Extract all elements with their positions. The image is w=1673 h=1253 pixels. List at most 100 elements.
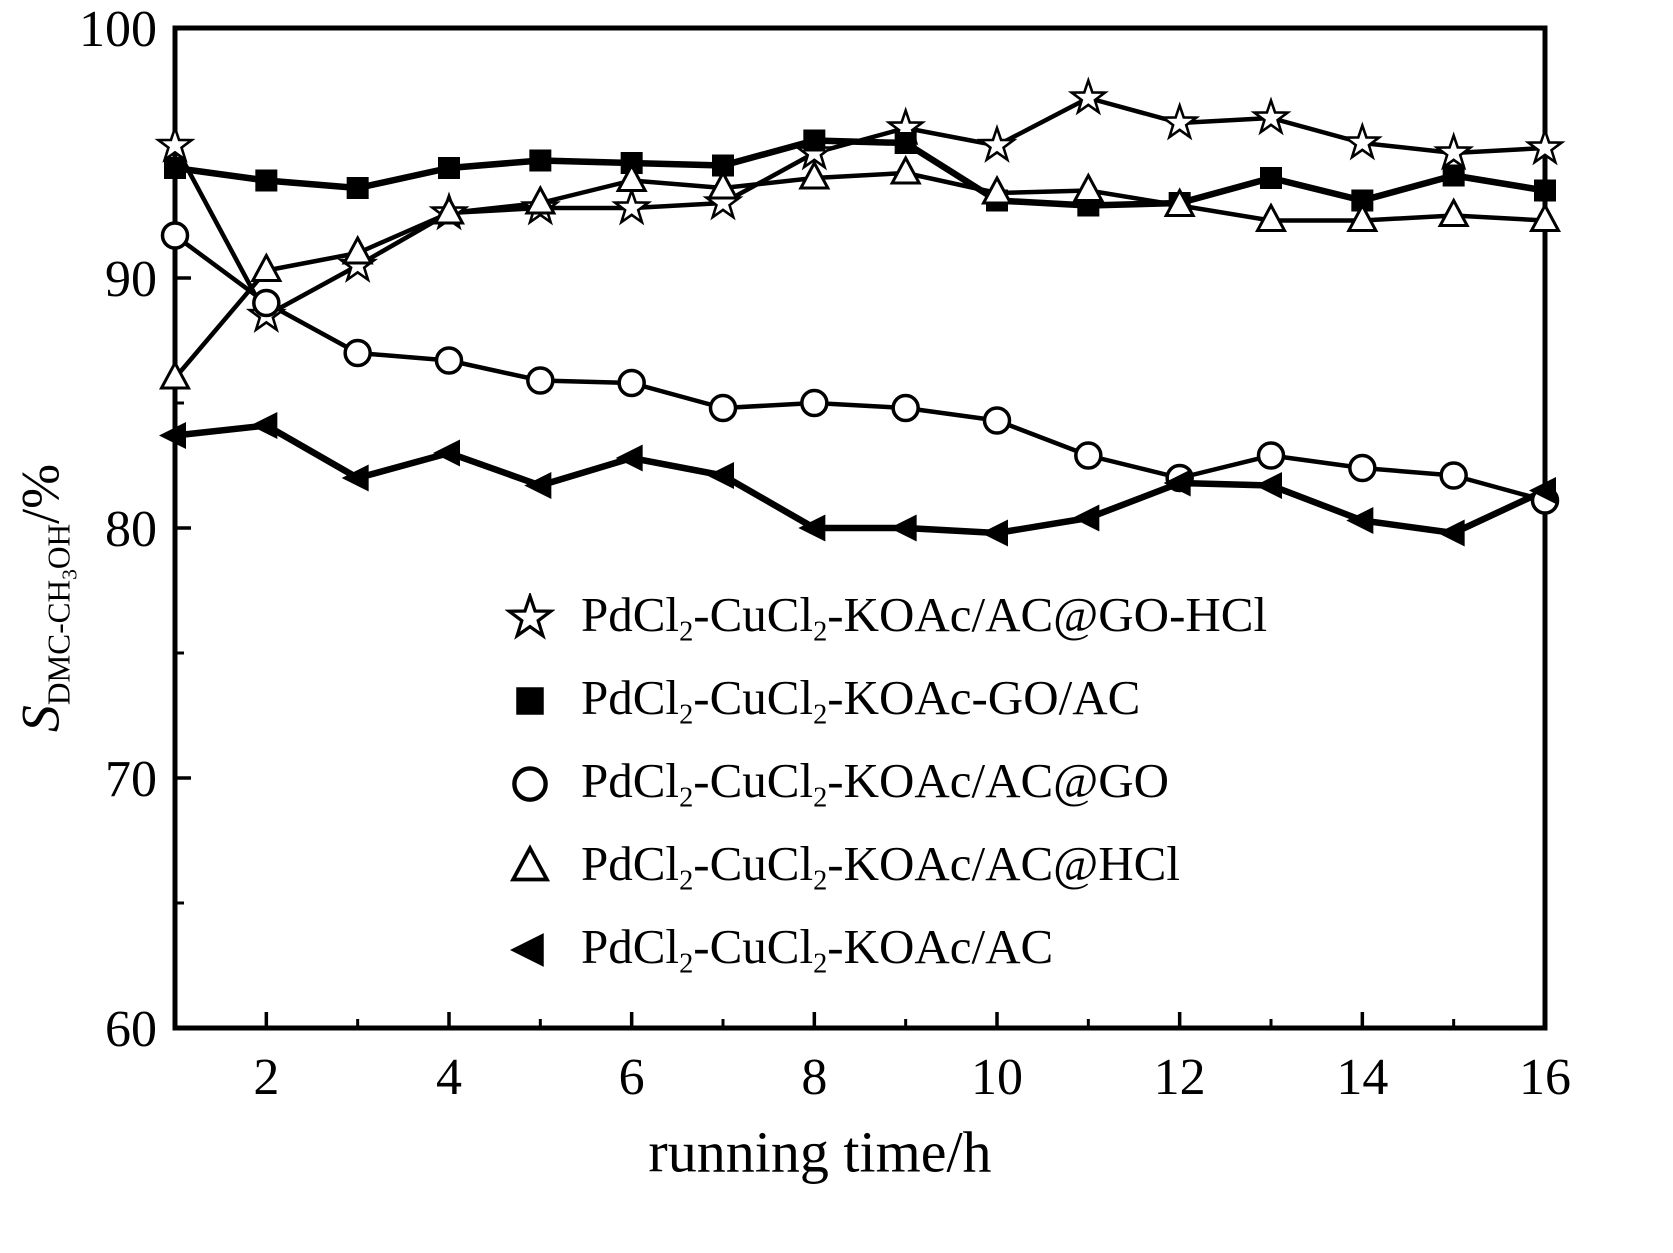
x-tick-label: 12 (1154, 1049, 1206, 1106)
x-tick-label: 14 (1336, 1049, 1388, 1106)
triangle-left-filled-marker (159, 422, 186, 449)
square-filled-marker (164, 157, 186, 179)
text-run: -CuCl (693, 753, 814, 809)
square-filled-marker (894, 132, 917, 154)
text-run: -CuCl (693, 919, 814, 975)
circle-open-marker (800, 388, 829, 418)
y-tick-label: 80 (105, 501, 157, 558)
circle-open-marker (1074, 441, 1103, 470)
text-run: 2 (813, 782, 828, 814)
square-filled-marker (803, 129, 826, 152)
triangle-left-filled-marker (981, 519, 1008, 547)
text-run: 2 (813, 865, 828, 897)
y-tick-label: 60 (105, 1001, 157, 1058)
circle-open-marker (434, 346, 464, 375)
triangle-open-marker (1072, 172, 1105, 202)
star-open-marker (505, 592, 555, 640)
square-filled-marker (1260, 167, 1282, 189)
triangle-left-filled-marker (1346, 507, 1374, 534)
triangle-left-filled-marker (1529, 477, 1556, 504)
triangle-open-marker (615, 162, 648, 192)
circle-open-marker (252, 288, 281, 318)
legend-item: PdCl2-CuCl2-KOAc/AC@HCl (505, 825, 1267, 908)
text-run: -KOAc/AC@GO (827, 753, 1170, 809)
star-open-marker (1067, 76, 1109, 116)
x-tick-label: 2 (253, 1049, 279, 1106)
text-run: 2 (679, 865, 694, 897)
legend-label: PdCl2-CuCl2-KOAc/AC@GO (581, 752, 1169, 815)
legend-label: PdCl2-CuCl2-KOAc/AC@GO-HCl (581, 586, 1267, 649)
triangle-left-filled-marker (889, 514, 917, 542)
triangle-open-icon (509, 843, 551, 881)
text-run: -KOAc-GO/AC (827, 670, 1141, 726)
triangle-open-marker (1346, 202, 1379, 232)
circle-open-icon (512, 765, 548, 802)
triangle-left-filled-marker (250, 412, 278, 439)
triangle-open-marker (432, 194, 466, 225)
star-open-marker (1250, 96, 1292, 136)
series-line-circle-open (173, 233, 1546, 503)
square-filled-marker (516, 686, 544, 715)
star-open-marker (1433, 131, 1475, 171)
triangle-left-filled-marker (433, 439, 460, 467)
triangle-left-filled-marker (1163, 469, 1191, 497)
circle-open-marker (1348, 453, 1377, 483)
star-open-marker (611, 186, 653, 226)
triangle-left-filled-icon (510, 932, 544, 967)
x-tick-label: 10 (971, 1049, 1023, 1106)
triangle-left-filled-marker (707, 462, 734, 489)
triangle-open-marker (1163, 187, 1196, 217)
text-run: 2 (813, 948, 828, 980)
triangle-open-marker (980, 174, 1014, 205)
legend-label: PdCl2-CuCl2-KOAc/AC (581, 918, 1053, 981)
chart-legend: PdCl2-CuCl2-KOAc/AC@GO-HCl PdCl2-CuCl2-KO… (505, 576, 1267, 991)
triangle-open-marker (250, 252, 283, 282)
text-run: 2 (679, 948, 694, 980)
text-run: 2 (679, 616, 694, 648)
square-filled-marker (1351, 189, 1374, 212)
y-axis-label: SDMC-CH3OH/% (10, 464, 83, 732)
text-run: -KOAc/AC (827, 919, 1054, 975)
triangle-left-filled-marker (615, 444, 643, 472)
text-run: -CuCl (693, 670, 814, 726)
triangle-left-filled-marker (1437, 519, 1465, 547)
circle-open-marker (526, 366, 555, 395)
square-filled-icon (516, 686, 544, 715)
square-filled-marker (529, 149, 552, 172)
square-filled-marker (712, 154, 734, 177)
legend-item: PdCl2-CuCl2-KOAc/AC (505, 908, 1267, 991)
text-run: 2 (813, 616, 828, 648)
square-filled-marker (255, 169, 278, 192)
triangle-open-marker (1437, 197, 1470, 227)
text-run: /% (10, 463, 71, 524)
text-run: S (10, 705, 71, 733)
triangle-left-filled-marker (510, 932, 544, 967)
text-run: -KOAc/AC@GO-HCl (827, 587, 1268, 643)
circle-open-marker (1439, 461, 1468, 490)
text-run: OH (41, 523, 77, 570)
x-tick-label: 8 (801, 1049, 827, 1106)
text-run: -CuCl (693, 587, 814, 643)
circle-open-marker (891, 393, 920, 423)
series-line-triangle-left-filled (174, 422, 1547, 537)
star-open-marker (1159, 101, 1201, 141)
star-open-marker (976, 123, 1018, 163)
text-run: 3 (57, 569, 82, 580)
triangle-left-filled-marker (1255, 472, 1282, 499)
square-filled-marker (346, 177, 369, 199)
legend-item: PdCl2-CuCl2-KOAc-GO/AC (505, 659, 1267, 742)
x-tick-label: 16 (1519, 1049, 1571, 1106)
triangle-open-marker (509, 843, 551, 881)
triangle-left-filled-marker (798, 514, 826, 542)
star-open-marker (1341, 121, 1383, 161)
triangle-open-marker (158, 359, 192, 390)
triangle-open-marker (341, 234, 374, 265)
triangle-left-filled-marker (341, 464, 369, 492)
circle-open-marker (343, 338, 372, 368)
square-filled-marker (1442, 164, 1465, 187)
square-filled-marker (1534, 179, 1556, 202)
text-run: 2 (679, 782, 694, 814)
circle-open-marker (160, 221, 190, 250)
